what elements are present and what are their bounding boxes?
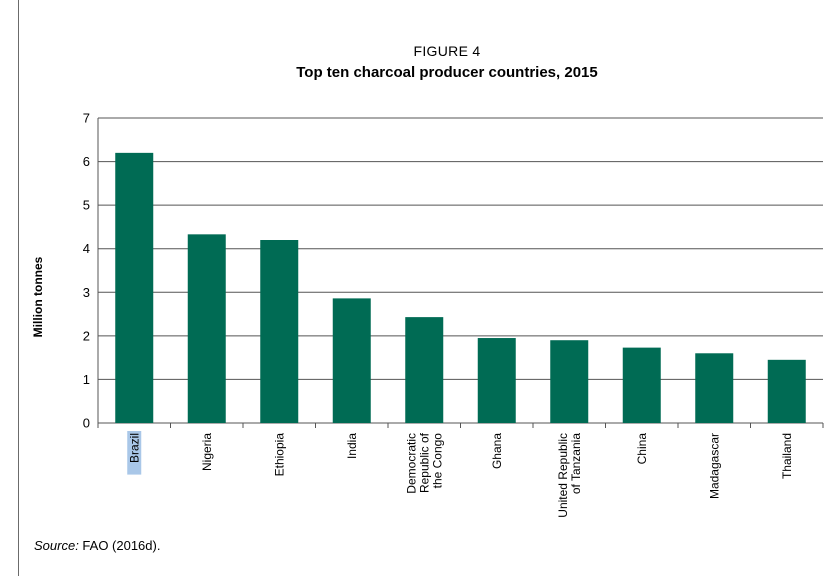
x-category-label: India <box>345 433 359 459</box>
y-tick-label: 1 <box>83 372 90 387</box>
x-category-label: China <box>635 433 649 465</box>
x-category-label: Ghana <box>490 433 504 469</box>
x-category-label: Brazil <box>127 433 141 463</box>
bar <box>622 347 661 423</box>
figure-label: FIGURE 4 <box>413 43 481 59</box>
bar <box>332 298 371 423</box>
x-category-label: of Tanzania <box>569 433 583 494</box>
bar <box>477 338 516 423</box>
y-tick-label: 6 <box>83 154 90 169</box>
bar <box>115 152 154 423</box>
bar <box>767 359 806 423</box>
bar <box>405 317 444 423</box>
x-category-label: Republic of <box>417 432 431 493</box>
y-tick-label: 4 <box>83 241 90 256</box>
page-left-rule <box>18 0 19 576</box>
x-category-label: the Congo <box>430 433 444 489</box>
x-category-label: Ethiopia <box>272 433 286 477</box>
bar <box>550 340 589 423</box>
y-tick-label: 3 <box>83 285 90 300</box>
bar <box>695 353 734 423</box>
y-tick-label: 7 <box>83 111 90 126</box>
y-tick-label: 2 <box>83 328 90 343</box>
chart-title: Top ten charcoal producer countries, 201… <box>296 64 598 81</box>
bar <box>260 240 299 423</box>
source-note: Source: FAO (2016d). <box>34 538 160 553</box>
source-prefix: Source: <box>34 538 79 553</box>
highlight-box <box>127 431 142 475</box>
source-text: FAO (2016d). <box>78 538 161 553</box>
y-tick-label: 0 <box>83 416 90 431</box>
x-category-label: United Republic <box>556 433 570 518</box>
x-category-label: Madagascar <box>707 433 721 499</box>
y-tick-label: 5 <box>83 198 90 213</box>
x-category-label: Democratic <box>404 433 418 494</box>
x-category-label: Nigeria <box>200 433 214 471</box>
x-category-label: Thailand <box>780 433 794 479</box>
bar <box>187 234 226 423</box>
